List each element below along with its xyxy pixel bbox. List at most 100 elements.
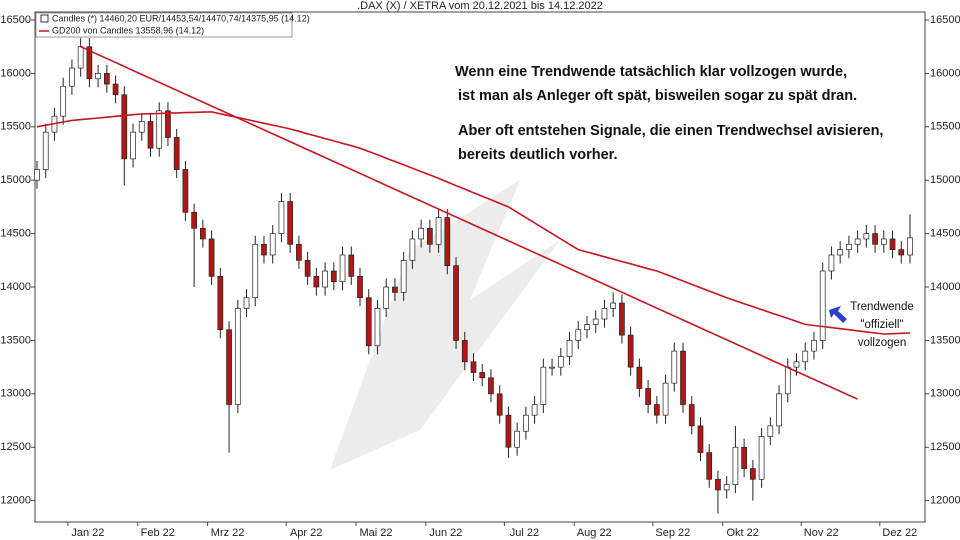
candle-body bbox=[671, 350, 678, 384]
callout: Trendwende bbox=[850, 301, 914, 313]
candle-body bbox=[304, 259, 311, 277]
candle-body bbox=[470, 361, 477, 373]
candle-body bbox=[287, 201, 294, 245]
y-tick-label: 12500 bbox=[0, 441, 31, 453]
x-tick-label: Feb 22 bbox=[141, 527, 175, 539]
candle-body bbox=[427, 227, 433, 245]
candle-body bbox=[182, 169, 189, 213]
trendline bbox=[80, 45, 858, 400]
candle-body bbox=[601, 308, 608, 320]
candle-body bbox=[226, 329, 232, 405]
candle-body bbox=[784, 366, 791, 395]
candle-body bbox=[889, 238, 896, 250]
candle-body bbox=[60, 85, 67, 117]
candle-body bbox=[173, 137, 180, 170]
x-tick-label: Nov 22 bbox=[804, 527, 839, 539]
candle-body bbox=[540, 366, 547, 405]
plot-frame bbox=[34, 11, 926, 523]
candle-body bbox=[741, 446, 747, 469]
candle-body bbox=[69, 67, 75, 87]
candle-body bbox=[863, 233, 870, 240]
candle-body bbox=[357, 275, 363, 299]
candle-body bbox=[383, 286, 390, 309]
candle-body bbox=[103, 73, 110, 85]
y-tick-label: 12000 bbox=[930, 495, 960, 507]
y-tick-label: 14500 bbox=[930, 228, 960, 240]
watermark bbox=[330, 180, 560, 470]
candle-body bbox=[828, 254, 835, 272]
candle-body bbox=[191, 211, 197, 229]
x-tick-label: Apr 22 bbox=[290, 527, 322, 539]
candle-body bbox=[523, 414, 529, 432]
candle-body bbox=[907, 237, 913, 256]
candle-body bbox=[619, 302, 625, 336]
candle-body bbox=[112, 83, 119, 96]
candle-body bbox=[758, 436, 765, 480]
y-tick-label: 13500 bbox=[0, 334, 31, 346]
annotation: Wenn eine Trendwende tatsächlich klar vo… bbox=[455, 64, 847, 80]
y-tick-label: 15000 bbox=[930, 174, 960, 186]
candle-body bbox=[121, 94, 128, 160]
legend-entry: Candles (*) 14460,20 EUR/14453,54/14470,… bbox=[52, 13, 310, 23]
candle-body bbox=[531, 404, 538, 416]
candle-body bbox=[549, 366, 555, 369]
candle-body bbox=[802, 350, 809, 363]
annotation: ist man als Anleger oft spät, bisweilen … bbox=[458, 88, 857, 104]
y-tick-label: 14000 bbox=[930, 281, 960, 293]
y-tick-label: 15500 bbox=[930, 121, 960, 133]
candle-body bbox=[653, 404, 660, 416]
candle-body bbox=[374, 308, 381, 347]
y-tick-label: 12500 bbox=[930, 441, 960, 453]
candle-body bbox=[479, 372, 486, 379]
x-tick-label: Dez 22 bbox=[882, 527, 917, 539]
candle-body bbox=[278, 201, 285, 234]
y-tick-label: 14500 bbox=[0, 228, 31, 240]
chart-title: .DAX (X) / XETRA vom 20.12.2021 bis 14.1… bbox=[357, 0, 603, 12]
candle-body bbox=[322, 270, 328, 288]
candle-body bbox=[453, 265, 459, 341]
candle-body bbox=[252, 243, 259, 299]
y-tick-label: 13000 bbox=[0, 388, 31, 400]
x-tick-label: Jul 22 bbox=[510, 527, 539, 539]
candle-body bbox=[234, 308, 241, 405]
candle-body bbox=[77, 46, 84, 69]
y-tick-label: 16500 bbox=[0, 14, 31, 26]
candle-body bbox=[348, 254, 355, 277]
candle-body bbox=[776, 393, 782, 427]
candle-body bbox=[837, 249, 844, 256]
candle-body bbox=[243, 297, 250, 309]
candle-body bbox=[42, 131, 49, 170]
x-tick-label: Sep 22 bbox=[655, 527, 690, 539]
candle-body bbox=[296, 243, 302, 261]
y-tick-label: 15500 bbox=[0, 121, 31, 133]
legend bbox=[35, 12, 293, 38]
candle-body bbox=[697, 425, 704, 453]
y-tick-label: 16000 bbox=[930, 67, 960, 79]
candle-body bbox=[365, 297, 372, 347]
candle-body bbox=[566, 340, 573, 357]
candle-body bbox=[488, 377, 494, 395]
candle-body bbox=[715, 478, 721, 491]
candle-body bbox=[496, 393, 503, 416]
candle-body bbox=[645, 388, 651, 405]
candle-body bbox=[418, 227, 424, 240]
candle-body bbox=[138, 121, 145, 133]
callout: "offiziell" bbox=[860, 319, 903, 331]
candle-body bbox=[846, 243, 852, 250]
candle-body bbox=[130, 131, 136, 160]
candle-body bbox=[767, 425, 774, 437]
plot-area bbox=[34, 38, 913, 514]
candle-body bbox=[723, 484, 730, 491]
candle-body bbox=[636, 366, 643, 389]
candle-body bbox=[575, 329, 582, 341]
candle-body bbox=[269, 233, 276, 256]
candle-body bbox=[330, 270, 337, 283]
y-tick-label: 15000 bbox=[0, 174, 31, 186]
x-tick-label: Jan 22 bbox=[71, 527, 104, 539]
candle-body bbox=[880, 238, 887, 245]
candle-body bbox=[750, 468, 756, 480]
candle-body bbox=[505, 414, 512, 448]
annotation: bereits deutlich vorher. bbox=[458, 147, 618, 163]
candle-body bbox=[898, 249, 905, 256]
